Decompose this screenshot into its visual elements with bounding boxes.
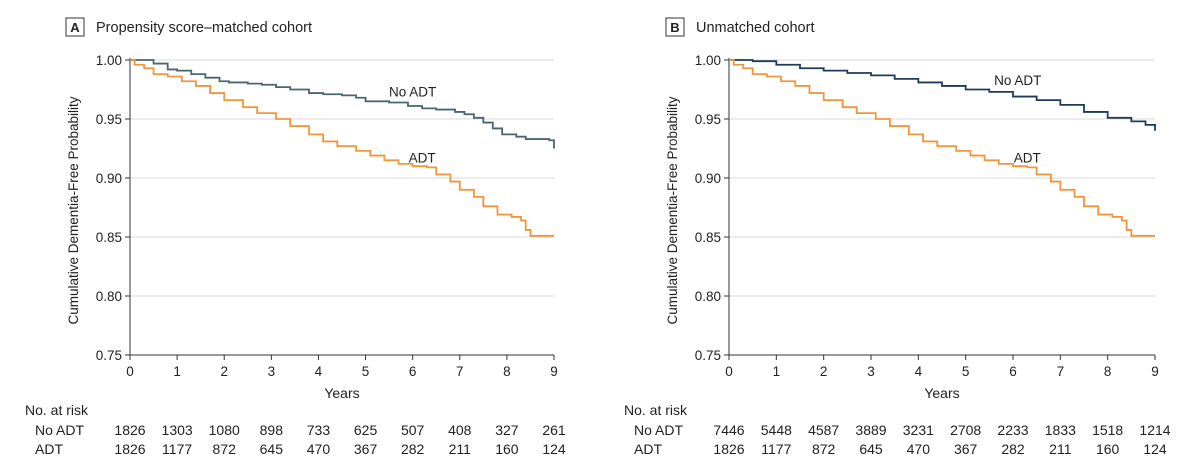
panel-title: Propensity score–matched cohort: [96, 20, 312, 36]
series-label-no-adt: No ADT: [994, 73, 1041, 88]
risk-cell: 3889: [855, 422, 886, 438]
y-tick-label: 0.95: [96, 112, 122, 127]
risk-cell: 645: [859, 441, 883, 457]
risk-cell: 4587: [808, 422, 839, 438]
risk-cell: 1518: [1092, 422, 1123, 438]
x-tick-label: 6: [409, 364, 417, 379]
x-tick-label: 9: [1151, 364, 1159, 379]
risk-row-label: No ADT: [634, 422, 683, 438]
y-tick-label: 0.90: [695, 171, 721, 186]
x-tick-label: 2: [820, 364, 828, 379]
x-tick-label: 4: [315, 364, 323, 379]
risk-cell: 1826: [114, 441, 145, 457]
x-tick-label: 3: [268, 364, 276, 379]
risk-cell: 1303: [162, 422, 193, 438]
risk-cell: 1833: [1045, 422, 1076, 438]
risk-row-label: ADT: [35, 441, 63, 457]
y-tick-label: 0.85: [96, 230, 122, 245]
risk-cell: 470: [307, 441, 331, 457]
risk-table-title: No. at risk: [25, 402, 89, 418]
series-line-adt: [130, 59, 554, 237]
x-tick-label: 4: [915, 364, 923, 379]
risk-cell: 211: [1049, 441, 1072, 457]
x-tick-label: 7: [456, 364, 464, 379]
risk-cell: 1826: [713, 441, 744, 457]
x-tick-label: 8: [1104, 364, 1112, 379]
panel-letter-box: [65, 17, 85, 37]
risk-cell: 2708: [950, 422, 981, 438]
panel-letter: A: [70, 20, 80, 35]
risk-cell: 1214: [1139, 422, 1170, 438]
x-tick-label: 7: [1057, 364, 1065, 379]
risk-table-title: No. at risk: [624, 402, 688, 418]
x-tick-label: 9: [550, 364, 558, 379]
risk-cell: 408: [448, 422, 472, 438]
risk-cell: 1826: [114, 422, 145, 438]
risk-cell: 898: [260, 422, 284, 438]
risk-cell: 872: [213, 441, 237, 457]
risk-cell: 160: [495, 441, 519, 457]
risk-row-label: ADT: [634, 441, 662, 457]
x-tick-label: 5: [362, 364, 370, 379]
y-tick-label: 0.95: [695, 112, 721, 127]
risk-cell: 261: [542, 422, 566, 438]
y-tick-label: 0.80: [695, 289, 721, 304]
y-tick-label: 0.90: [96, 171, 122, 186]
risk-cell: 1177: [162, 441, 192, 457]
risk-cell: 367: [954, 441, 978, 457]
risk-cell: 160: [1096, 441, 1120, 457]
risk-cell: 470: [907, 441, 931, 457]
risk-cell: 5448: [761, 422, 792, 438]
risk-cell: 367: [354, 441, 378, 457]
x-tick-label: 2: [220, 364, 228, 379]
x-tick-label: 3: [867, 364, 875, 379]
series-line-no-adt: [130, 59, 555, 149]
series-label-adt: ADT: [409, 151, 436, 166]
y-axis-label: Cumulative Dementia-Free Probability: [66, 96, 81, 324]
series-line-adt: [729, 59, 1155, 237]
risk-cell: 124: [1143, 441, 1167, 457]
y-tick-label: 1.00: [695, 53, 721, 68]
x-tick-label: 1: [773, 364, 781, 379]
chart-panel-a: A Propensity score–matched cohort 0.75 0.80…: [25, 17, 566, 457]
y-tick-label: 1.00: [96, 53, 122, 68]
y-axis-label: Cumulative Dementia-Free Probability: [665, 96, 680, 324]
series-label-no-adt: No ADT: [389, 85, 436, 100]
x-tick-label: 5: [962, 364, 970, 379]
risk-cell: 645: [260, 441, 284, 457]
series-label-adt: ADT: [1014, 151, 1041, 166]
x-tick-label: 0: [725, 364, 733, 379]
risk-cell: 625: [354, 422, 378, 438]
y-tick-label: 0.75: [695, 348, 721, 363]
risk-cell: 507: [401, 422, 425, 438]
x-tick-label: 1: [173, 364, 181, 379]
risk-row-label: No ADT: [35, 422, 84, 438]
y-tick-label: 0.85: [695, 230, 721, 245]
y-tick-label: 0.80: [96, 289, 122, 304]
y-tick-label: 0.75: [96, 348, 122, 363]
risk-cell: 124: [542, 441, 566, 457]
risk-cell: 733: [307, 422, 331, 438]
risk-cell: 211: [449, 441, 472, 457]
panel-letter-box: [665, 17, 685, 37]
risk-cell: 7446: [713, 422, 744, 438]
risk-cell: 282: [1001, 441, 1025, 457]
risk-cell: 1080: [209, 422, 240, 438]
risk-cell: 1177: [761, 441, 791, 457]
series-line-no-adt: [729, 59, 1156, 131]
panel-letter: B: [670, 20, 679, 35]
risk-cell: 282: [401, 441, 425, 457]
x-tick-label: 6: [1009, 364, 1017, 379]
chart-panel-b: B Unmatched cohort 0.75 0.80 0.85 0.90 0.95 1.0…: [624, 17, 1171, 457]
x-axis-label: Years: [924, 385, 959, 401]
risk-cell: 872: [812, 441, 836, 457]
risk-cell: 3231: [903, 422, 934, 438]
x-axis-label: Years: [324, 385, 359, 401]
risk-cell: 2233: [997, 422, 1028, 438]
risk-cell: 327: [495, 422, 519, 438]
x-tick-label: 8: [503, 364, 511, 379]
x-tick-label: 0: [126, 364, 134, 379]
panel-title: Unmatched cohort: [696, 20, 814, 36]
